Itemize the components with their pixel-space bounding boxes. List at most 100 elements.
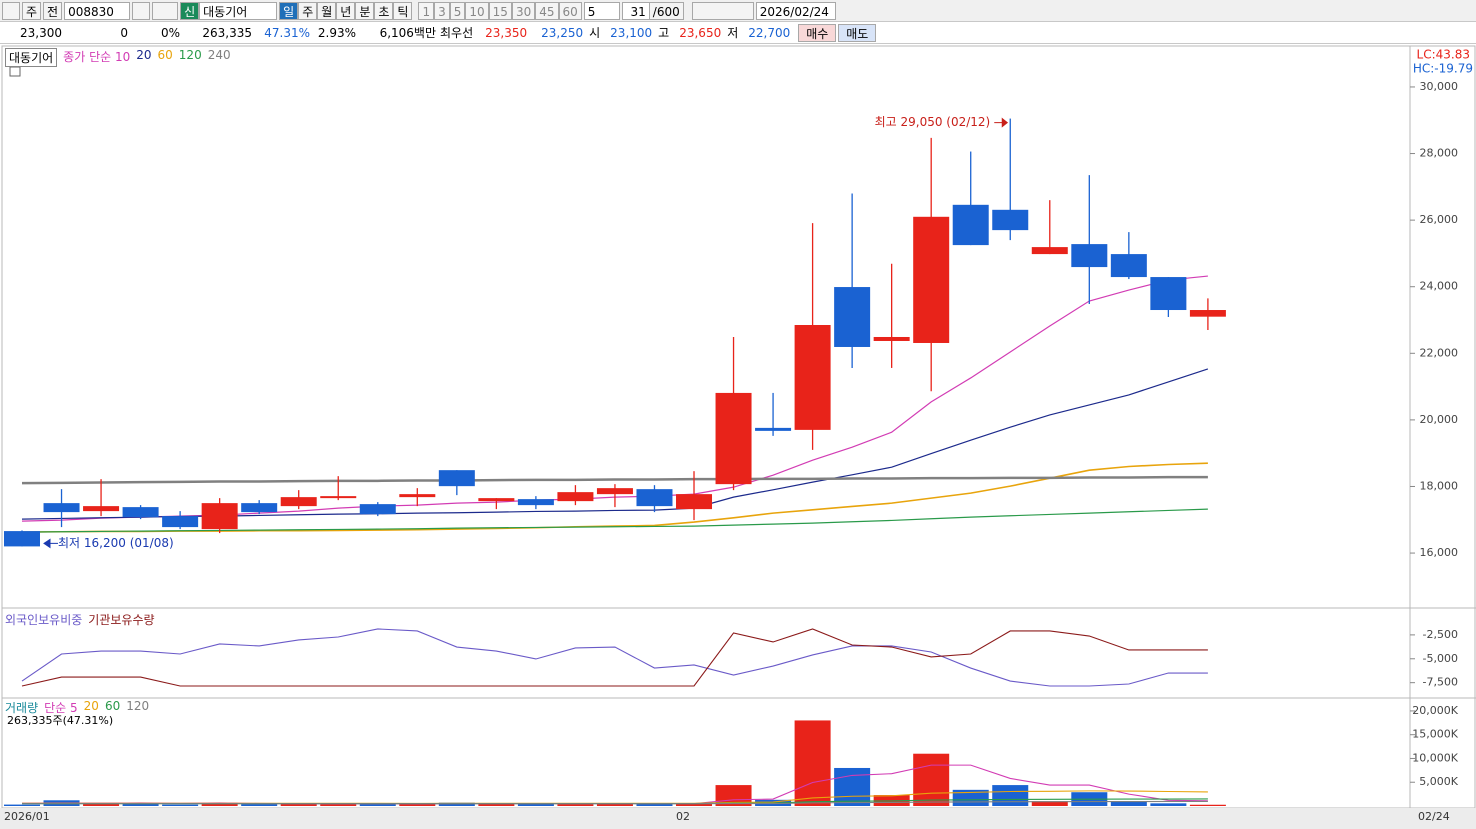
legend-entry: 종가 단순 10 xyxy=(63,50,131,64)
minute-button[interactable]: 1 xyxy=(418,1,435,20)
minute-button[interactable]: 3 xyxy=(434,1,450,20)
quote-bar: 23,300 0 0% 263,335 47.31% 2.93% 6,106백만… xyxy=(0,22,1476,44)
stock-name: 대동기어 xyxy=(199,1,278,20)
price-legend: 대동기어 종가 단순 10 20 60 120 240 xyxy=(5,48,231,67)
high-annotation: 최고 29,050 (02/12) xyxy=(875,115,991,129)
y-tick-label: 15,000K xyxy=(1412,728,1458,741)
buy-button[interactable]: 매수 xyxy=(798,23,837,42)
mode-button[interactable]: 전 xyxy=(43,1,63,20)
volume-title: 거래량 xyxy=(5,701,39,715)
minute-button[interactable]: 45 xyxy=(535,1,559,20)
sound-button[interactable] xyxy=(152,1,179,20)
candle-body xyxy=(280,497,317,507)
code-input[interactable]: 008830 xyxy=(64,1,131,20)
low: 22,700 xyxy=(748,25,791,40)
candle-body xyxy=(1189,310,1226,317)
candle-body xyxy=(43,503,80,513)
holding-legend: 외국인보유비중 기관보유수량 xyxy=(5,611,155,628)
candle-body xyxy=(4,531,40,547)
period-button[interactable]: 초 xyxy=(374,1,394,20)
candle-body xyxy=(715,392,752,485)
candle-body xyxy=(952,204,989,246)
period-button[interactable]: 틱 xyxy=(393,1,413,20)
low-label: 저 xyxy=(727,26,739,40)
best-label: 최우선 xyxy=(440,26,474,40)
y-tick-label: 10,000K xyxy=(1412,751,1458,764)
period-button[interactable]: 일 xyxy=(279,1,299,20)
period-button[interactable]: 주 xyxy=(298,1,318,20)
candle-body xyxy=(755,427,792,431)
legend-entry: 20 xyxy=(136,48,152,62)
legend-entry: 20 xyxy=(83,699,99,713)
price: 23,300 xyxy=(20,25,62,40)
y-tick-label: -5,000 xyxy=(1423,652,1458,665)
minute-button[interactable]: 60 xyxy=(558,1,582,20)
candle-body xyxy=(359,504,396,515)
candle-body xyxy=(834,287,871,347)
candle-body xyxy=(676,494,713,510)
hc-label: HC:-19.79 xyxy=(1413,62,1473,76)
stock-label: 대동기어 xyxy=(5,48,58,67)
tool-buttons[interactable] xyxy=(691,1,754,20)
menu-button[interactable] xyxy=(2,1,20,20)
candle-body xyxy=(1031,247,1068,255)
volume-bar xyxy=(1189,804,1226,806)
period-button[interactable]: 년 xyxy=(336,1,356,20)
volume-bar xyxy=(201,802,238,806)
volume-note: 263,335주(47.31%) xyxy=(7,714,114,727)
legend-entry: 120 xyxy=(178,48,202,62)
minute-button[interactable]: 5 xyxy=(449,1,466,20)
volume-bar xyxy=(517,803,554,806)
market-select[interactable]: 주 xyxy=(22,1,42,20)
date-input[interactable]: 2026/02/24 xyxy=(755,1,836,20)
volume-bar xyxy=(834,767,871,806)
candle-body xyxy=(517,499,554,506)
y-tick-label: 5,000K xyxy=(1419,775,1458,788)
candle-body xyxy=(873,336,910,341)
candle-body xyxy=(992,209,1029,231)
volume-bar xyxy=(596,803,633,806)
period-button[interactable]: 월 xyxy=(317,1,337,20)
volume-bar xyxy=(122,803,159,806)
y-tick-label: -2,500 xyxy=(1423,628,1458,641)
step-select[interactable]: 5 xyxy=(583,1,620,20)
volume-bar xyxy=(280,803,317,806)
minute-button[interactable]: 10 xyxy=(465,1,489,20)
volume-bar xyxy=(241,804,278,806)
minute-button[interactable]: 30 xyxy=(511,1,536,20)
search-button[interactable] xyxy=(132,1,151,20)
volume-bar xyxy=(557,804,594,806)
y-tick-label: 20,000K xyxy=(1412,704,1458,717)
count-input[interactable]: 31 xyxy=(621,1,650,20)
y-tick-label: 28,000 xyxy=(1420,147,1459,160)
y-tick-label: 30,000 xyxy=(1420,80,1459,93)
minute-button[interactable]: 15 xyxy=(488,1,512,20)
annotation-arrow xyxy=(994,117,1009,128)
icon[interactable] xyxy=(9,66,21,77)
line xyxy=(21,628,1208,687)
period-button[interactable]: 분 xyxy=(355,1,375,20)
candle-body xyxy=(399,494,436,498)
candle-body xyxy=(201,503,238,530)
volume-bar xyxy=(636,803,673,806)
candle-body xyxy=(1071,244,1108,268)
volume-bar xyxy=(794,720,831,806)
x-tick-label: 2026/01 xyxy=(4,810,50,823)
candle-body xyxy=(913,216,950,343)
sell-button[interactable]: 매도 xyxy=(838,23,877,42)
line xyxy=(21,628,1208,687)
low-annotation: 최저 16,200 (01/08) xyxy=(58,536,174,550)
x-axis-strip xyxy=(0,808,1476,829)
volume-bar xyxy=(359,804,396,806)
candle-body xyxy=(320,496,357,499)
candle-body xyxy=(1110,254,1147,278)
volume-bar xyxy=(1150,803,1187,806)
volume-bar xyxy=(1110,801,1147,806)
volume-average xyxy=(22,800,1208,805)
y-tick-label: -7,500 xyxy=(1423,676,1458,689)
candle-body xyxy=(122,507,159,518)
